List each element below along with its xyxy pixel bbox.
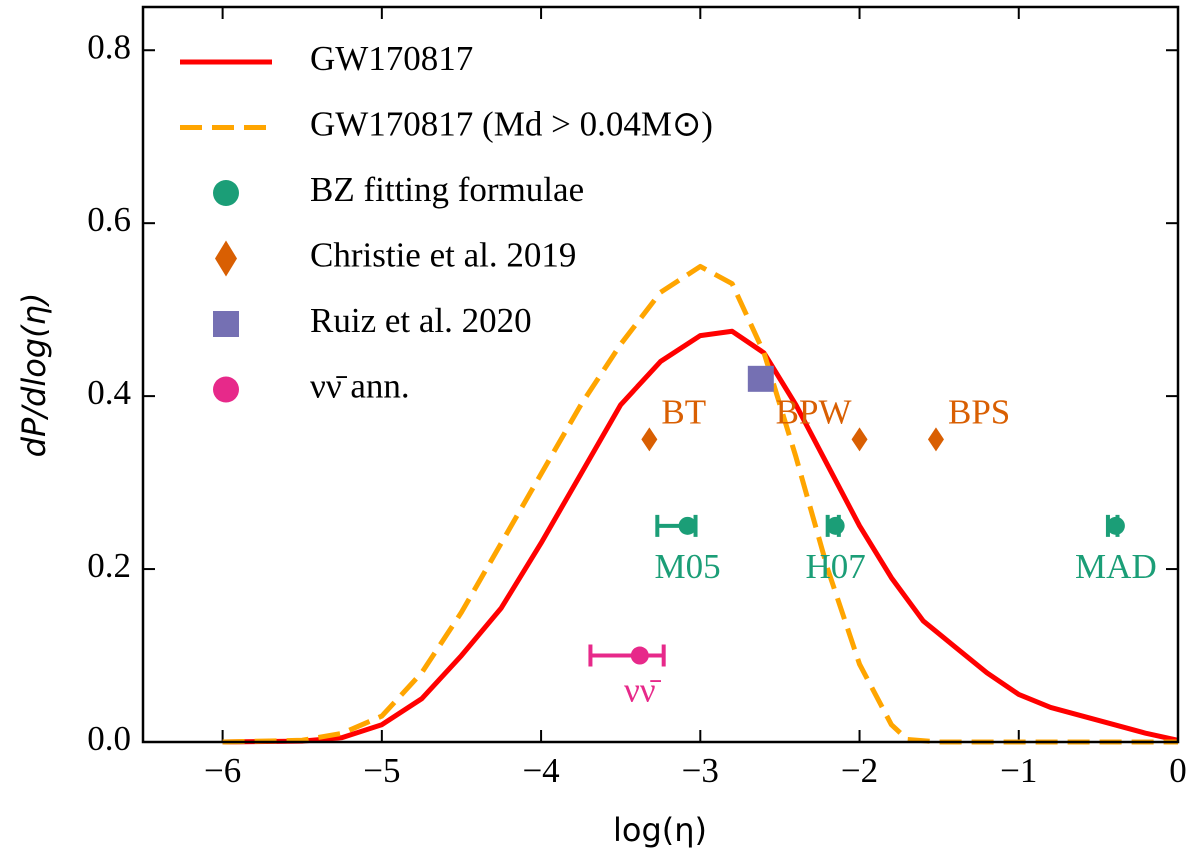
- legend-label: νν̄ ann.: [310, 367, 410, 406]
- x-tick-label: 0: [1169, 751, 1187, 790]
- x-tick-label: −4: [522, 751, 559, 790]
- point: [851, 427, 868, 452]
- legend-label: Ruiz et al. 2020: [310, 301, 532, 340]
- error-bar: [588, 644, 666, 667]
- x-axis-label: log(η): [613, 811, 707, 849]
- point: [747, 365, 774, 392]
- point-label: BT: [661, 392, 706, 431]
- point-label: M05: [655, 547, 721, 586]
- y-axis-label: dP/dlog(η): [15, 293, 53, 458]
- point-label: H07: [806, 547, 866, 586]
- y-tick-label: 0.6: [87, 200, 131, 239]
- legend-marker: [215, 240, 237, 277]
- point-label: νν̄: [624, 671, 662, 710]
- x-tick-label: −2: [841, 751, 878, 790]
- point-label: BPS: [948, 392, 1010, 431]
- point: [1106, 516, 1125, 535]
- legend-marker: [213, 180, 239, 206]
- point: [641, 427, 658, 452]
- line: [222, 263, 1178, 745]
- point: [678, 516, 697, 535]
- x-tick-label: −3: [682, 751, 719, 790]
- legend-label: BZ fitting formulae: [310, 170, 584, 209]
- legend-marker: [213, 311, 239, 337]
- line: [222, 328, 1179, 745]
- plot-frame: [141, 5, 1180, 744]
- legend-label: Christie et al. 2019: [310, 236, 576, 275]
- y-tick-label: 0.0: [87, 719, 131, 758]
- point-label: BPW: [776, 392, 852, 431]
- legend-label: GW170817: [310, 39, 473, 78]
- x-tick-label: −6: [204, 751, 241, 790]
- x-tick-label: −5: [363, 751, 400, 790]
- y-tick-label: 0.2: [87, 546, 131, 585]
- point: [630, 646, 649, 665]
- point-label: MAD: [1075, 547, 1157, 586]
- legend-label: GW170817 (Md > 0.04M⊙): [310, 105, 713, 144]
- legend-marker: [213, 376, 239, 403]
- point: [826, 516, 845, 535]
- y-tick-label: 0.8: [87, 27, 131, 66]
- x-tick-label: −1: [1000, 751, 1037, 790]
- point: [927, 427, 944, 452]
- y-tick-label: 0.4: [87, 373, 131, 412]
